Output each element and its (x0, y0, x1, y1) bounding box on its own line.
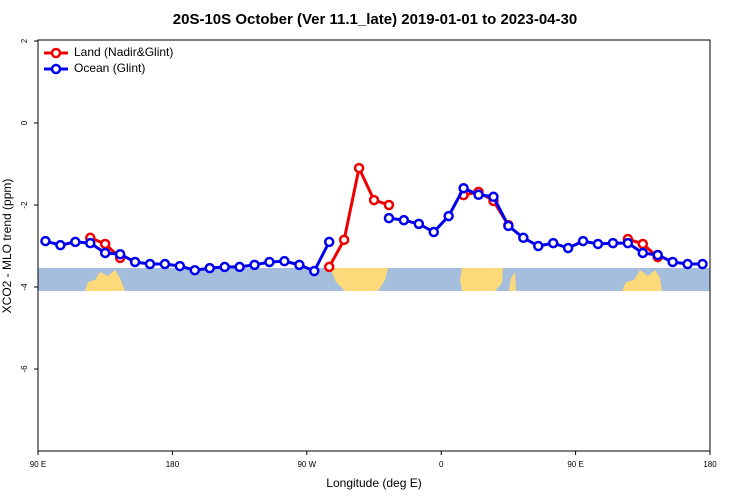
y-tick-label: 2 (20, 38, 29, 43)
data-point (383, 199, 395, 211)
data-point (622, 237, 634, 249)
data-point (323, 236, 335, 248)
data-point (174, 260, 186, 272)
data-point (249, 259, 260, 271)
data-point (114, 248, 126, 260)
series-line (89, 163, 659, 268)
data-point (144, 258, 156, 270)
land-patch (85, 270, 125, 291)
data-point (264, 256, 275, 268)
data-point (637, 238, 649, 250)
y-axis-label: XCO2 - MLO trend (ppm) (0, 179, 14, 314)
land-patch (460, 268, 503, 291)
x-tick-label: 90 E (567, 460, 583, 469)
legend-marker (50, 47, 62, 59)
plot-frame (37, 39, 711, 452)
data-point (637, 247, 649, 259)
data-point (323, 261, 335, 273)
land-patch (509, 272, 516, 291)
data-point (682, 258, 693, 270)
data-point (189, 264, 201, 276)
data-point (383, 212, 395, 224)
data-point (159, 258, 171, 270)
x-tick-label: 90 W (297, 460, 316, 469)
data-point (368, 194, 380, 206)
x-tick-label: 90 E (30, 460, 46, 469)
x-tick-label: 0 (439, 460, 444, 469)
land-patch (330, 268, 388, 291)
data-point (204, 262, 215, 274)
legend-label: Land (Nadir&Glint) (74, 45, 173, 59)
data-point (85, 237, 96, 249)
data-point (547, 237, 559, 249)
y-tick-label: 0 (20, 120, 29, 125)
y-tick-label: -2 (20, 201, 29, 209)
data-point (533, 240, 544, 252)
data-point (443, 210, 454, 222)
data-point (99, 238, 111, 250)
legend-label: Ocean (Glint) (74, 61, 145, 75)
data-point (503, 220, 514, 232)
data-point (353, 162, 365, 174)
data-point (667, 256, 678, 268)
data-point (473, 189, 484, 200)
data-point (458, 182, 469, 194)
data-point (99, 247, 111, 259)
data-point (55, 239, 66, 251)
data-point (234, 261, 245, 273)
data-point (607, 237, 619, 249)
y-tick-label: -4 (20, 283, 29, 291)
data-point (562, 242, 574, 254)
data-point (488, 191, 499, 203)
data-point (129, 256, 141, 268)
data-point (40, 235, 51, 247)
data-point (652, 249, 663, 261)
data-point (577, 235, 589, 247)
x-axis-label: Longitude (deg E) (326, 476, 421, 490)
land-patch (622, 270, 662, 291)
data-point (70, 236, 81, 248)
legend-marker (50, 63, 62, 75)
data-point (413, 218, 425, 230)
data-point (592, 238, 604, 250)
data-point (428, 226, 439, 238)
data-point (697, 258, 708, 270)
x-tick-label: 180 (166, 460, 180, 469)
data-point (294, 259, 305, 271)
chart-title: 20S-10S October (Ver 11.1_late) 2019-01-… (173, 11, 577, 28)
data-point (309, 265, 320, 277)
data-point (219, 261, 230, 273)
y-tick-label: -6 (20, 365, 29, 373)
data-point (279, 255, 290, 267)
x-tick-label: 180 (703, 460, 717, 469)
data-point (338, 234, 350, 246)
data-point (518, 232, 529, 244)
data-point (398, 214, 410, 226)
land-mask (38, 268, 710, 291)
